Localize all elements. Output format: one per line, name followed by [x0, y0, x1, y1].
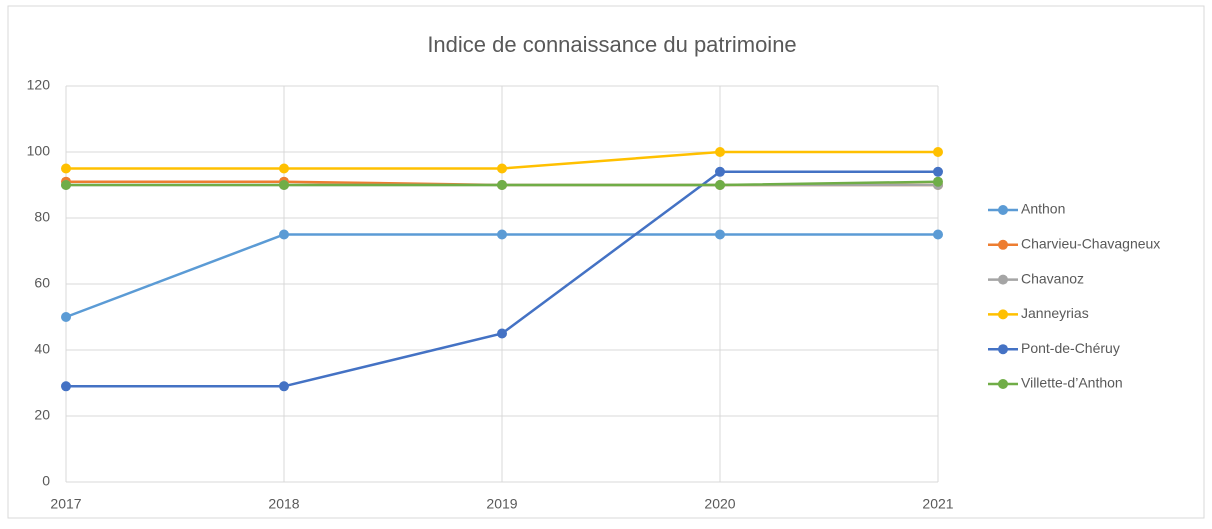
x-tick-label: 2017: [50, 496, 81, 512]
y-tick-label: 80: [34, 209, 50, 225]
legend-marker: [998, 239, 1008, 250]
point: [933, 229, 943, 240]
x-tick-label: 2018: [268, 496, 299, 512]
point: [61, 163, 71, 174]
point: [715, 166, 725, 177]
y-tick-label: 100: [27, 143, 51, 159]
point: [497, 163, 507, 174]
point: [715, 180, 725, 190]
point: [933, 176, 943, 187]
legend-label: Pont-de-Chéruy: [1021, 340, 1120, 356]
point: [497, 328, 507, 339]
x-tick-label: 2020: [704, 496, 735, 512]
point: [497, 180, 507, 190]
legend-label: Charvieu-Chavagneux: [1021, 236, 1160, 252]
point: [61, 312, 71, 322]
y-tick-label: 20: [34, 407, 50, 423]
legend-marker: [998, 309, 1008, 320]
chart-title: Indice de connaissance du patrimoine: [427, 32, 796, 57]
legend-label: Anthon: [1021, 201, 1065, 217]
x-tick-label: 2021: [922, 496, 953, 512]
y-tick-label: 120: [27, 77, 51, 93]
legend-marker: [998, 379, 1008, 389]
legend-label: Chavanoz: [1021, 270, 1084, 286]
point: [497, 229, 507, 240]
point: [279, 229, 289, 240]
point: [61, 381, 71, 392]
point: [279, 180, 289, 190]
point: [61, 180, 71, 190]
point: [279, 381, 289, 392]
point: [715, 147, 725, 157]
legend-marker: [998, 205, 1008, 215]
legend-marker: [998, 274, 1008, 285]
y-tick-label: 40: [34, 341, 50, 357]
chart-frame: [7, 5, 1205, 519]
y-tick-label: 0: [42, 473, 50, 489]
point: [279, 163, 289, 174]
point: [933, 166, 943, 177]
point: [933, 147, 943, 157]
y-tick-label: 60: [34, 275, 50, 291]
x-tick-label: 2019: [486, 496, 517, 512]
legend-marker: [998, 344, 1008, 355]
point: [715, 229, 725, 240]
legend-label: Janneyrias: [1021, 305, 1089, 321]
legend-label: Villette-d’Anthon: [1021, 375, 1123, 391]
